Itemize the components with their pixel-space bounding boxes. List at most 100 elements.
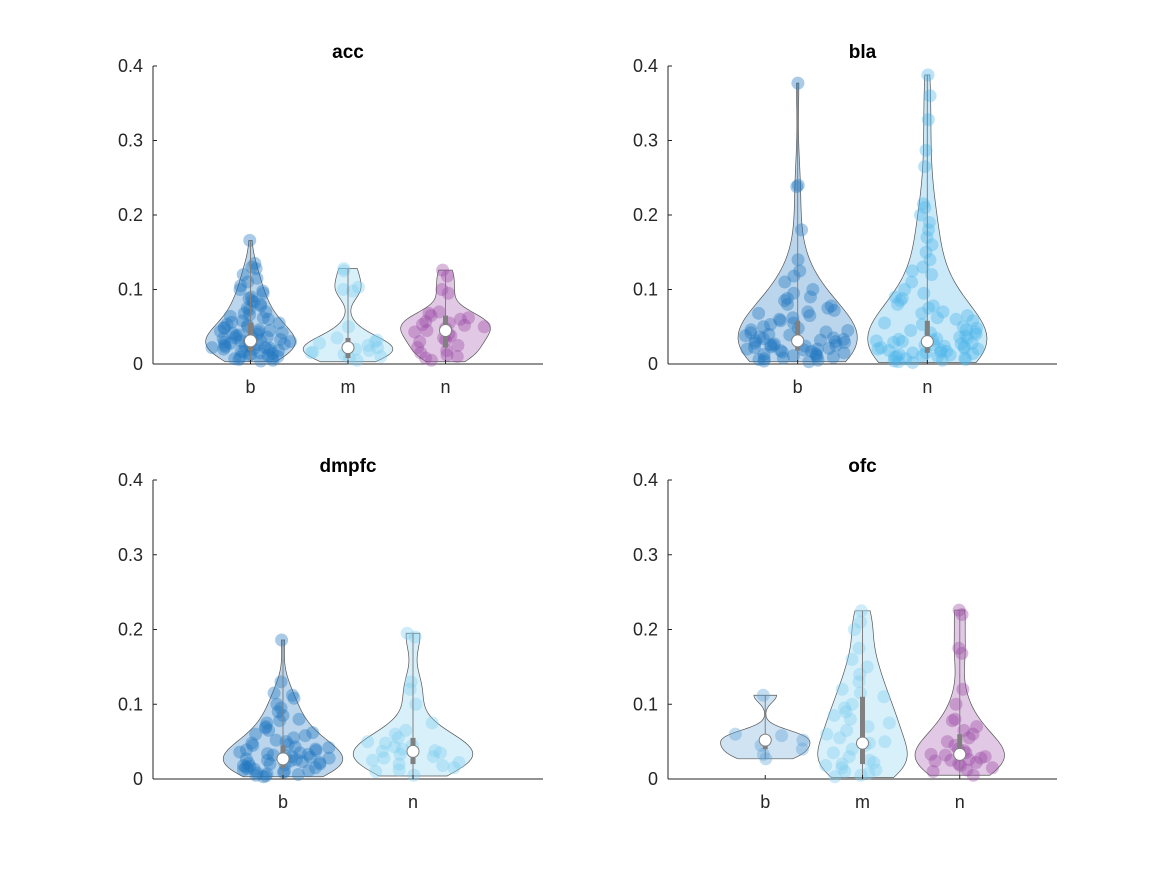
- data-point: [811, 353, 825, 367]
- data-point: [361, 735, 375, 749]
- data-point: [878, 316, 892, 330]
- y-tick-label: 0.4: [118, 470, 143, 490]
- data-point: [287, 731, 301, 745]
- data-point: [249, 262, 263, 276]
- data-point: [756, 747, 770, 761]
- data-point: [260, 753, 274, 767]
- data-point: [958, 341, 971, 355]
- data-point: [833, 731, 847, 745]
- data-point: [447, 761, 461, 775]
- data-point: [336, 283, 350, 296]
- median-marker: [758, 733, 772, 747]
- data-point: [802, 355, 816, 369]
- data-point: [261, 747, 275, 761]
- data-point: [888, 290, 902, 304]
- data-point: [374, 350, 388, 364]
- data-point: [938, 748, 952, 762]
- data-point: [762, 327, 776, 341]
- data-point: [261, 312, 275, 326]
- violin-b: [222, 633, 344, 784]
- data-point: [757, 352, 771, 366]
- data-point: [860, 660, 874, 674]
- data-point: [271, 705, 285, 719]
- data-point: [874, 341, 888, 355]
- subplot-title: bla: [849, 42, 877, 63]
- data-point: [450, 350, 464, 364]
- data-point: [968, 325, 982, 339]
- violin-n: [867, 68, 988, 370]
- violin-n: [914, 603, 1005, 782]
- data-point: [827, 303, 841, 317]
- data-point: [776, 351, 790, 365]
- data-point: [835, 682, 849, 696]
- data-point: [826, 746, 840, 760]
- data-point: [260, 330, 274, 344]
- data-point: [292, 712, 306, 726]
- data-point: [414, 346, 428, 360]
- median-marker: [856, 736, 869, 750]
- data-point: [837, 332, 851, 346]
- data-point: [822, 341, 836, 355]
- data-point: [309, 742, 323, 756]
- data-point: [399, 723, 413, 737]
- data-point: [233, 283, 247, 296]
- data-point: [748, 336, 762, 350]
- data-point: [233, 350, 247, 364]
- data-point: [970, 321, 984, 335]
- data-point: [759, 752, 773, 766]
- data-point: [260, 767, 274, 781]
- y-tick-label: 0: [133, 769, 143, 789]
- data-point: [229, 329, 243, 343]
- data-point: [838, 335, 852, 349]
- data-point: [273, 714, 287, 728]
- data-point: [854, 768, 868, 782]
- data-point: [249, 727, 263, 741]
- data-point: [302, 764, 316, 778]
- data-point: [905, 264, 919, 278]
- data-point: [852, 675, 866, 689]
- data-point: [921, 113, 935, 127]
- data-point: [895, 291, 909, 305]
- data-point: [922, 215, 936, 229]
- data-point: [962, 731, 976, 745]
- data-point: [756, 332, 770, 346]
- data-point: [829, 338, 843, 352]
- data-point: [957, 723, 971, 737]
- data-point: [906, 346, 920, 360]
- data-point: [419, 351, 433, 365]
- data-point: [289, 753, 303, 767]
- data-point: [863, 753, 877, 767]
- data-point: [852, 641, 866, 655]
- data-point: [271, 350, 285, 364]
- data-point: [960, 309, 974, 323]
- data-point: [263, 757, 277, 771]
- data-point: [309, 744, 323, 758]
- data-point: [428, 744, 442, 758]
- data-point: [899, 352, 913, 366]
- data-point: [226, 326, 240, 340]
- data-point: [254, 354, 268, 368]
- data-point: [232, 353, 246, 367]
- data-point: [237, 345, 251, 359]
- data-point: [387, 740, 401, 754]
- data-point: [847, 623, 861, 636]
- data-point: [411, 341, 425, 355]
- data-point: [952, 603, 966, 617]
- data-point: [949, 312, 963, 326]
- data-point: [263, 341, 277, 355]
- data-point: [890, 350, 904, 364]
- data-point: [891, 355, 905, 369]
- data-point: [259, 769, 273, 783]
- data-point: [275, 633, 289, 647]
- data-point: [234, 279, 248, 293]
- data-point: [898, 283, 912, 296]
- data-point: [918, 201, 932, 215]
- data-point: [810, 342, 824, 356]
- data-point: [753, 330, 767, 344]
- data-point: [924, 747, 938, 761]
- data-point: [775, 345, 789, 359]
- data-point: [828, 335, 842, 349]
- data-point: [892, 332, 906, 346]
- data-point: [261, 349, 275, 363]
- data-point: [795, 223, 809, 237]
